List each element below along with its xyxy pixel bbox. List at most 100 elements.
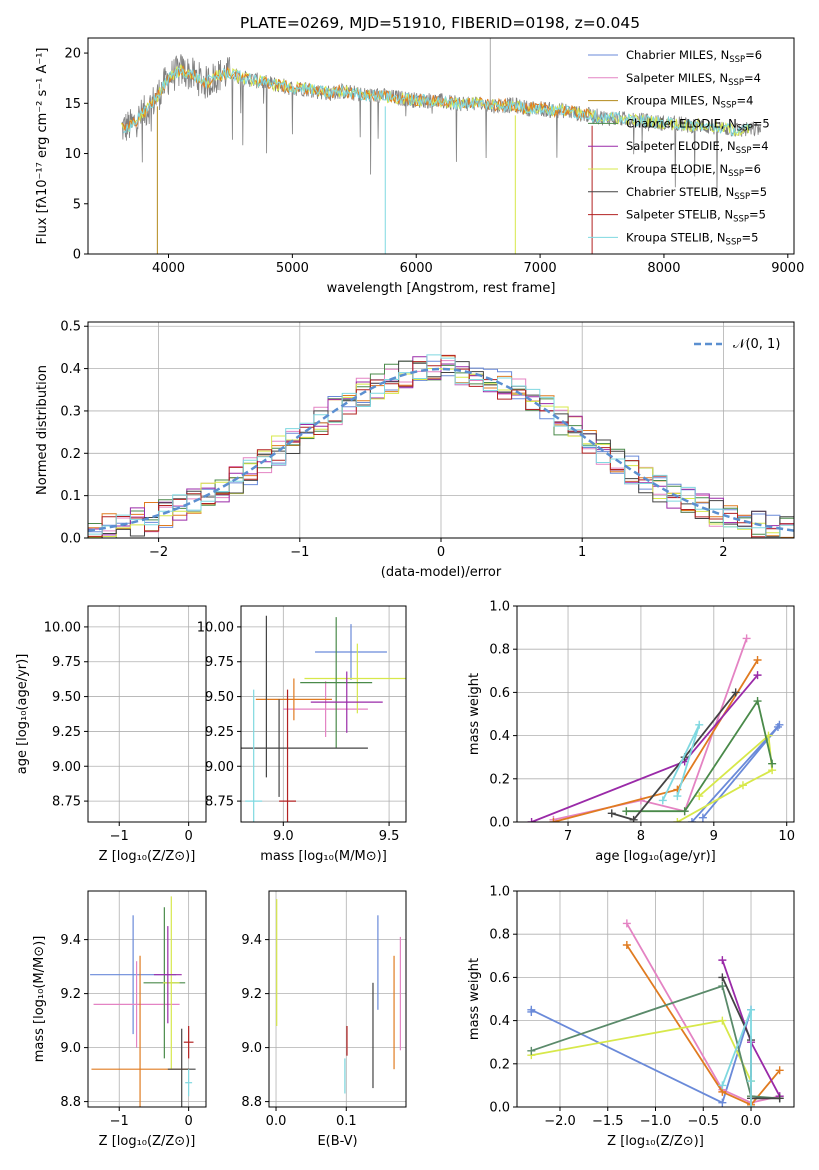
y-tick-label: 0.8 bbox=[489, 928, 510, 943]
x-axis-label: age [log₁₀(age/yr)] bbox=[595, 849, 716, 864]
y-tick-label: 0.0 bbox=[489, 1101, 510, 1116]
weight-marker bbox=[622, 919, 631, 928]
axes-frame bbox=[87, 321, 795, 539]
weight-marker bbox=[527, 1005, 536, 1014]
x-tick-label: −2.0 bbox=[544, 1114, 576, 1129]
error-bars bbox=[276, 899, 401, 1094]
x-tick-label: −1 bbox=[110, 829, 129, 844]
weight-marker bbox=[747, 1077, 756, 1086]
x-tick-label: −1.5 bbox=[592, 1114, 624, 1129]
x-tick-label: 8 bbox=[637, 829, 645, 844]
y-tick-label: 0.0 bbox=[60, 532, 81, 547]
weight-line bbox=[553, 659, 759, 822]
legend-value: =4 bbox=[744, 71, 761, 85]
weight-marker bbox=[698, 813, 707, 822]
y-tick-label: 0.8 bbox=[489, 643, 510, 658]
weight-marker bbox=[775, 1094, 784, 1103]
y-tick-label: 0.0 bbox=[489, 816, 510, 831]
legend-label: 𝒩(0, 1) bbox=[733, 337, 780, 352]
weight-marker bbox=[718, 1098, 727, 1107]
legend-subscript: SSP bbox=[729, 55, 745, 65]
legend-value: =4 bbox=[736, 94, 753, 108]
legend-value: =5 bbox=[750, 185, 767, 199]
weight-line bbox=[721, 1009, 752, 1107]
y-tick-label: 0.4 bbox=[489, 1014, 510, 1029]
axes-frame bbox=[87, 605, 207, 823]
weight-line bbox=[626, 944, 781, 1106]
axes-frame bbox=[87, 37, 795, 255]
y-tick-label: 9.50 bbox=[52, 690, 81, 705]
x-tick-label: 0 bbox=[437, 545, 445, 560]
model-spectrum bbox=[123, 67, 751, 137]
weight-line bbox=[626, 922, 780, 1104]
legend-label: Kroupa STELIB, NSSP=5 bbox=[626, 230, 758, 247]
weight-marker bbox=[718, 1081, 727, 1090]
axes-frame bbox=[516, 890, 795, 1108]
x-axis-label: mass [log₁₀(M/M⊙)] bbox=[260, 849, 387, 864]
axes-frame bbox=[516, 605, 795, 823]
weight-marker bbox=[775, 1066, 784, 1075]
weight-marker bbox=[738, 781, 747, 790]
legend-label: Salpeter MILES, NSSP=4 bbox=[626, 71, 761, 88]
weight-marker bbox=[731, 688, 740, 697]
age-vs-mass-panel: 9.0 9.5 8.75 9.00 9.25 9.50 9.75 10.00 mass [log… bbox=[197, 605, 407, 864]
histogram-step bbox=[88, 356, 794, 536]
y-tick-label: 0.6 bbox=[489, 971, 510, 986]
y-tick-label: 1.0 bbox=[489, 600, 510, 615]
legend-label: Chabrier ELODIE, NSSP=5 bbox=[626, 116, 770, 133]
legend-value: =4 bbox=[752, 139, 769, 153]
y-tick-label: 10.00 bbox=[44, 620, 81, 635]
y-axis-label: mass weight bbox=[467, 673, 482, 755]
weight-marker bbox=[695, 720, 704, 729]
y-tick-label: 0.4 bbox=[489, 729, 510, 744]
axes-frame bbox=[87, 890, 207, 1108]
y-axis-label: Normed distribution bbox=[35, 365, 50, 495]
figure-title: PLATE=0269, MJD=51910, FIBERID=0198, z=0… bbox=[240, 14, 640, 32]
y-tick-label: 9.0 bbox=[60, 1041, 81, 1056]
weight-marker bbox=[549, 818, 558, 822]
legend-label: Chabrier MILES, NSSP=6 bbox=[626, 48, 762, 65]
x-axis-label: E(B-V) bbox=[317, 1134, 357, 1149]
legend-subscript: SSP bbox=[728, 169, 744, 179]
legend-value: =5 bbox=[741, 230, 758, 244]
x-tick-label: 1 bbox=[578, 545, 586, 560]
y-tick-label: 9.75 bbox=[52, 655, 81, 670]
weight-marker bbox=[742, 634, 751, 643]
x-tick-label: 0.0 bbox=[741, 1114, 762, 1129]
weight-vs-metallicity-panel: −2.0 −1.5 −1.0 −0.5 0.0 0.0 0.2 0.4 0.6 0.8 1.0 Z [… bbox=[467, 885, 795, 1149]
weight-marker bbox=[753, 656, 762, 664]
y-tick-label: 9.75 bbox=[205, 655, 234, 670]
weight-line bbox=[626, 698, 773, 813]
weight-line bbox=[691, 724, 781, 822]
weight-marker bbox=[607, 809, 616, 818]
x-tick-label: −1 bbox=[110, 1114, 129, 1129]
legend-subscript: SSP bbox=[733, 215, 749, 225]
weight-marker bbox=[695, 792, 704, 801]
legend-value: =6 bbox=[744, 162, 761, 176]
axes-frame bbox=[240, 605, 407, 823]
legend-value: =5 bbox=[749, 208, 766, 222]
x-tick-label: −1.0 bbox=[640, 1114, 672, 1129]
model-spectrum bbox=[122, 65, 593, 131]
weight-marker bbox=[629, 815, 638, 822]
x-tick-label: 0.1 bbox=[336, 1114, 357, 1129]
axes-frame bbox=[268, 890, 407, 1108]
x-tick-label: 0.0 bbox=[266, 1114, 287, 1129]
spectrum-legend: Chabrier MILES, NSSP=6 Salpeter MILES, NS… bbox=[588, 48, 770, 247]
x-tick-label: 9 bbox=[710, 829, 718, 844]
y-tick-label: 0.4 bbox=[60, 362, 81, 377]
weight-marker bbox=[773, 722, 782, 731]
histograms bbox=[88, 354, 794, 538]
weight-marker bbox=[527, 1046, 536, 1055]
x-axis-label: Z [log₁₀(Z/Z⊙)] bbox=[99, 1134, 196, 1149]
weight-marker bbox=[768, 759, 777, 768]
y-tick-label: 0.2 bbox=[60, 447, 81, 462]
x-axis-label: wavelength [Angstrom, rest frame] bbox=[327, 281, 556, 296]
x-tick-label: 9.0 bbox=[273, 829, 294, 844]
y-tick-label: 9.2 bbox=[60, 987, 81, 1002]
legend-subscript: SSP bbox=[721, 101, 737, 111]
y-tick-label: 8.8 bbox=[241, 1095, 262, 1110]
legend-subscript: SSP bbox=[728, 78, 744, 88]
x-tick-label: −1 bbox=[290, 545, 309, 560]
y-tick-label: 8.75 bbox=[52, 795, 81, 810]
